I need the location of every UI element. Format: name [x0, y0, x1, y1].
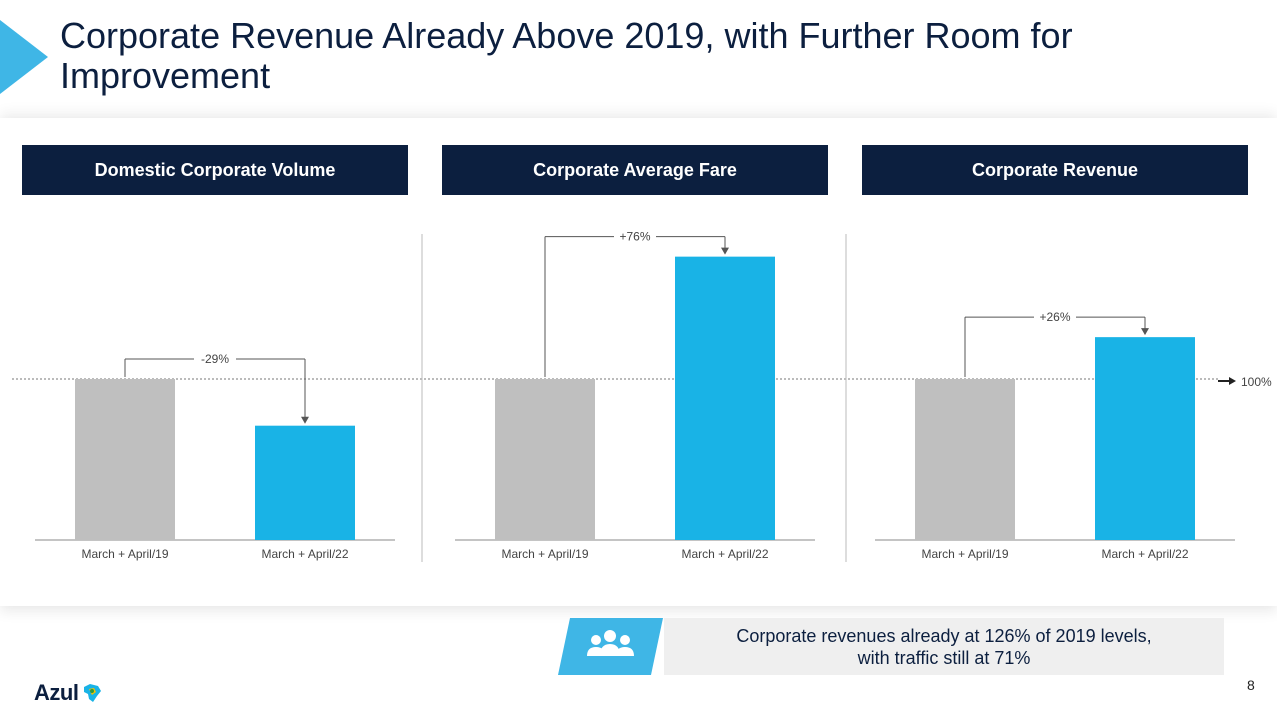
reference-label: 100%: [1241, 375, 1272, 389]
callout-line-1: Corporate revenues already at 126% of 20…: [736, 625, 1152, 646]
bar: [1095, 337, 1195, 540]
azul-logo: Azul: [34, 680, 104, 706]
bar: [495, 379, 595, 540]
bar: [255, 425, 355, 540]
page-title: Corporate Revenue Already Above 2019, wi…: [60, 15, 1073, 96]
x-tick-label: March + April/19: [921, 547, 1008, 561]
x-tick-label: March + April/19: [501, 547, 588, 561]
bar: [915, 379, 1015, 540]
bar: [75, 379, 175, 540]
panel-header-revenue: Corporate Revenue: [862, 145, 1248, 195]
page-number: 8: [1247, 677, 1255, 693]
x-tick-label: March + April/22: [1101, 547, 1188, 561]
callout-icon: [558, 618, 663, 675]
x-tick-label: March + April/19: [81, 547, 168, 561]
reference-arrow-icon: [1229, 377, 1236, 385]
brazil-map-icon: [84, 684, 102, 702]
logo-text: Azul: [34, 680, 79, 705]
title-arrow-icon: [0, 20, 48, 94]
change-label: +26%: [1039, 310, 1070, 324]
bracket-arrow-icon: [1141, 328, 1149, 336]
panel-header-volume: Domestic Corporate Volume: [22, 145, 408, 195]
change-label: -29%: [201, 352, 229, 366]
bracket-arrow-icon: [301, 416, 309, 424]
callout-box: Corporate revenues already at 126% of 20…: [664, 618, 1224, 675]
x-tick-label: March + April/22: [681, 547, 768, 561]
panel-header-fare: Corporate Average Fare: [442, 145, 828, 195]
people-group-icon: [587, 630, 634, 656]
x-tick-label: March + April/22: [261, 547, 348, 561]
bar: [675, 256, 775, 540]
content-band: [0, 118, 1277, 606]
callout-line-2: with traffic still at 71%: [857, 647, 1031, 668]
change-label: +76%: [619, 230, 650, 244]
bracket-arrow-icon: [721, 247, 729, 255]
